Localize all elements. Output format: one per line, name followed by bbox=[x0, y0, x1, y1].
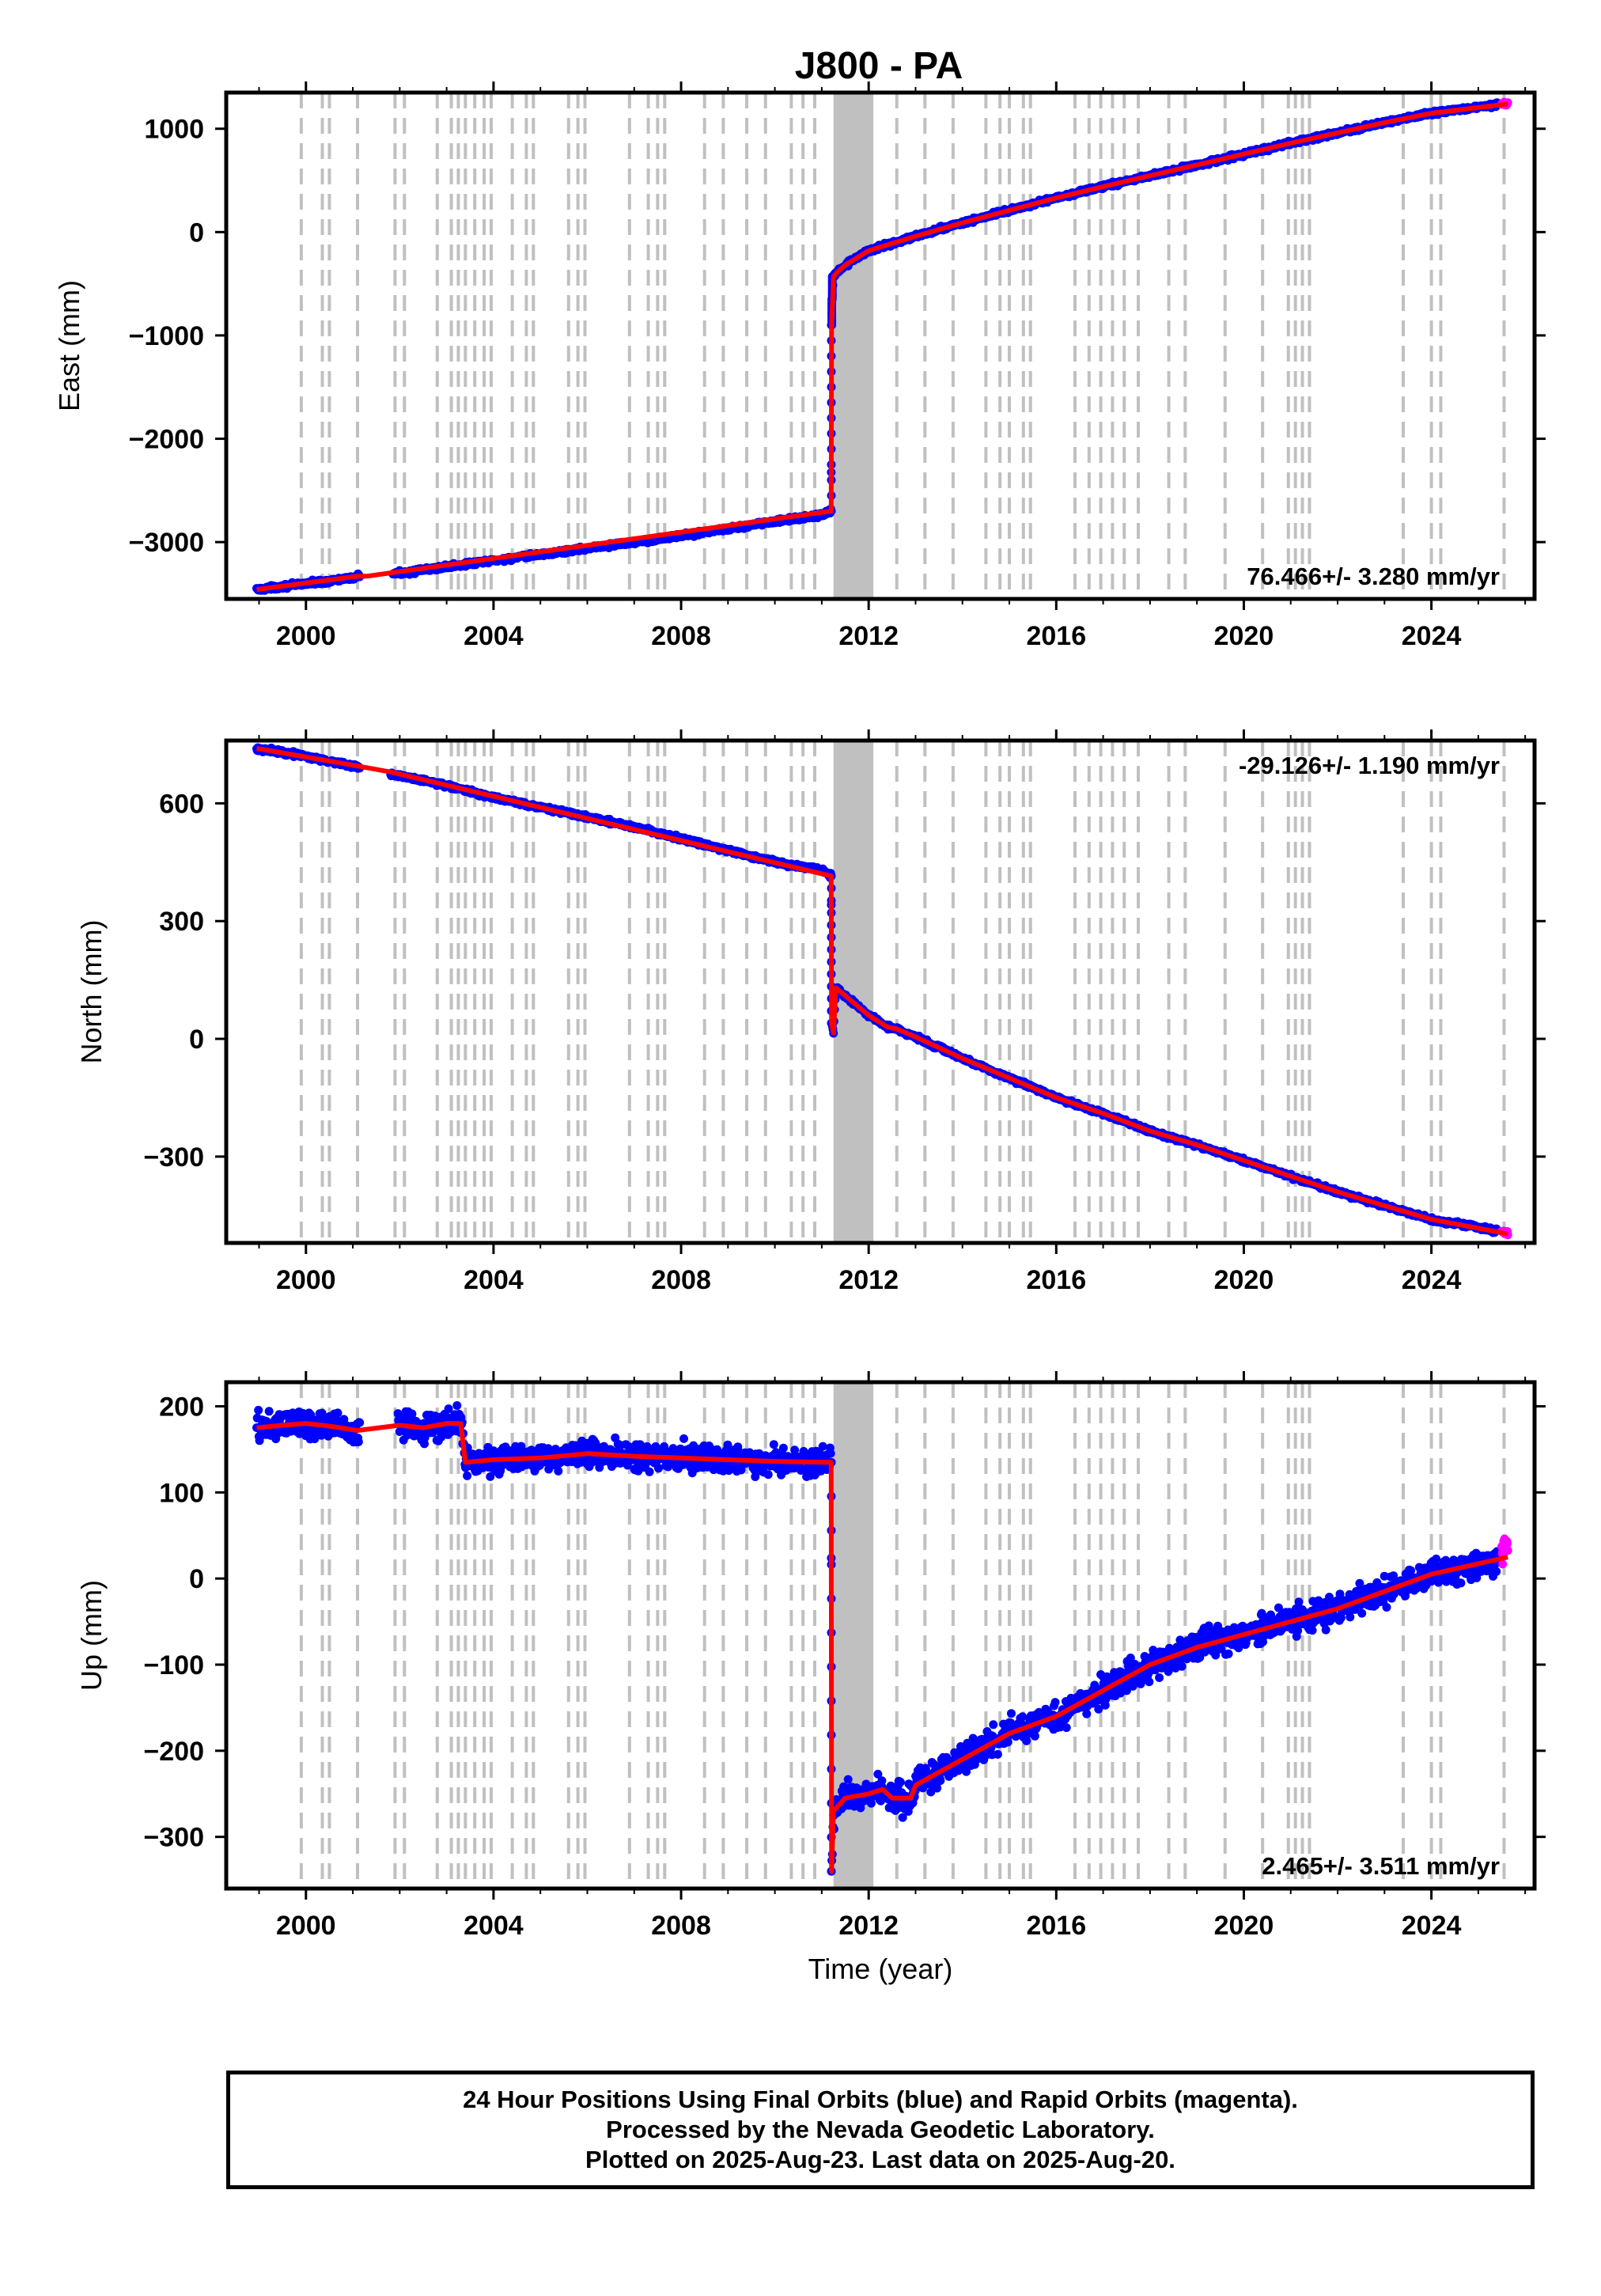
up-point-0-22 bbox=[264, 1407, 274, 1416]
east-xtick-label-2: 2008 bbox=[651, 621, 711, 651]
east-xtick-label-6: 2024 bbox=[1402, 621, 1462, 651]
north-xtick-label-4: 2016 bbox=[1026, 1265, 1086, 1295]
north-ytick-label-2: 300 bbox=[159, 907, 204, 937]
north-panel: 2000 2004 2008 2012 2016 2020 2024 −300 0 300 600 N… bbox=[75, 729, 1546, 1295]
north-ytick-label-1: 0 bbox=[189, 1025, 204, 1055]
east-ytick-label-1: −2000 bbox=[129, 425, 205, 455]
north-xtick-label-5: 2020 bbox=[1214, 1265, 1274, 1295]
east-plot-area bbox=[252, 93, 1512, 599]
east-ytick-label-2: −1000 bbox=[129, 321, 205, 351]
north-plot-area bbox=[252, 741, 1512, 1243]
north-xtick-label-2: 2008 bbox=[651, 1265, 711, 1295]
north-rate-label: -29.126+/- 1.190 mm/yr bbox=[1239, 752, 1500, 779]
north-xtick-label-0: 2000 bbox=[276, 1265, 336, 1295]
east-xtick-label-4: 2016 bbox=[1026, 621, 1086, 651]
north-xtick-label-3: 2012 bbox=[838, 1265, 899, 1295]
east-ylabel: East (mm) bbox=[53, 280, 85, 411]
east-panel: 2000 2004 2008 2012 2016 2020 2024 −3000 −2000 −1… bbox=[53, 81, 1546, 651]
east-ytick-label-0: −3000 bbox=[129, 528, 205, 558]
east-model-line bbox=[256, 101, 1508, 593]
up-point-0-183 bbox=[355, 1418, 365, 1427]
up-point-0-181 bbox=[354, 1437, 363, 1446]
up-point-0-3 bbox=[254, 1405, 263, 1415]
east-ytick-label-4: 1000 bbox=[144, 115, 204, 145]
north-ytick-label-0: −300 bbox=[143, 1142, 204, 1173]
north-frame bbox=[224, 738, 1537, 1245]
east-rate-label: 76.466+/- 3.280 mm/yr bbox=[1247, 563, 1500, 590]
east-frame bbox=[224, 90, 1537, 601]
chart-title: J800 - PA bbox=[795, 45, 963, 87]
north-ylabel: North (mm) bbox=[75, 920, 108, 1064]
up-plot-area bbox=[252, 1382, 1512, 1889]
north-model-line bbox=[255, 745, 1508, 1237]
east-equipment-band bbox=[833, 93, 874, 599]
east-ytick-label-3: 0 bbox=[189, 218, 204, 248]
up-point-0-144 bbox=[333, 1408, 343, 1418]
north-xtick-label-6: 2024 bbox=[1402, 1265, 1462, 1295]
east-xtick-label-5: 2020 bbox=[1214, 621, 1274, 651]
north-xtick-label-1: 2004 bbox=[464, 1265, 524, 1295]
up-panel: 2000 2004 2008 2012 2016 2020 2024−300−200−100… bbox=[75, 1371, 1546, 1985]
east-xtick-label-1: 2004 bbox=[464, 621, 524, 651]
east-xtick-label-3: 2012 bbox=[838, 621, 899, 651]
north-ytick-label-3: 600 bbox=[159, 789, 204, 819]
east-xtick-label-0: 2000 bbox=[276, 621, 336, 651]
